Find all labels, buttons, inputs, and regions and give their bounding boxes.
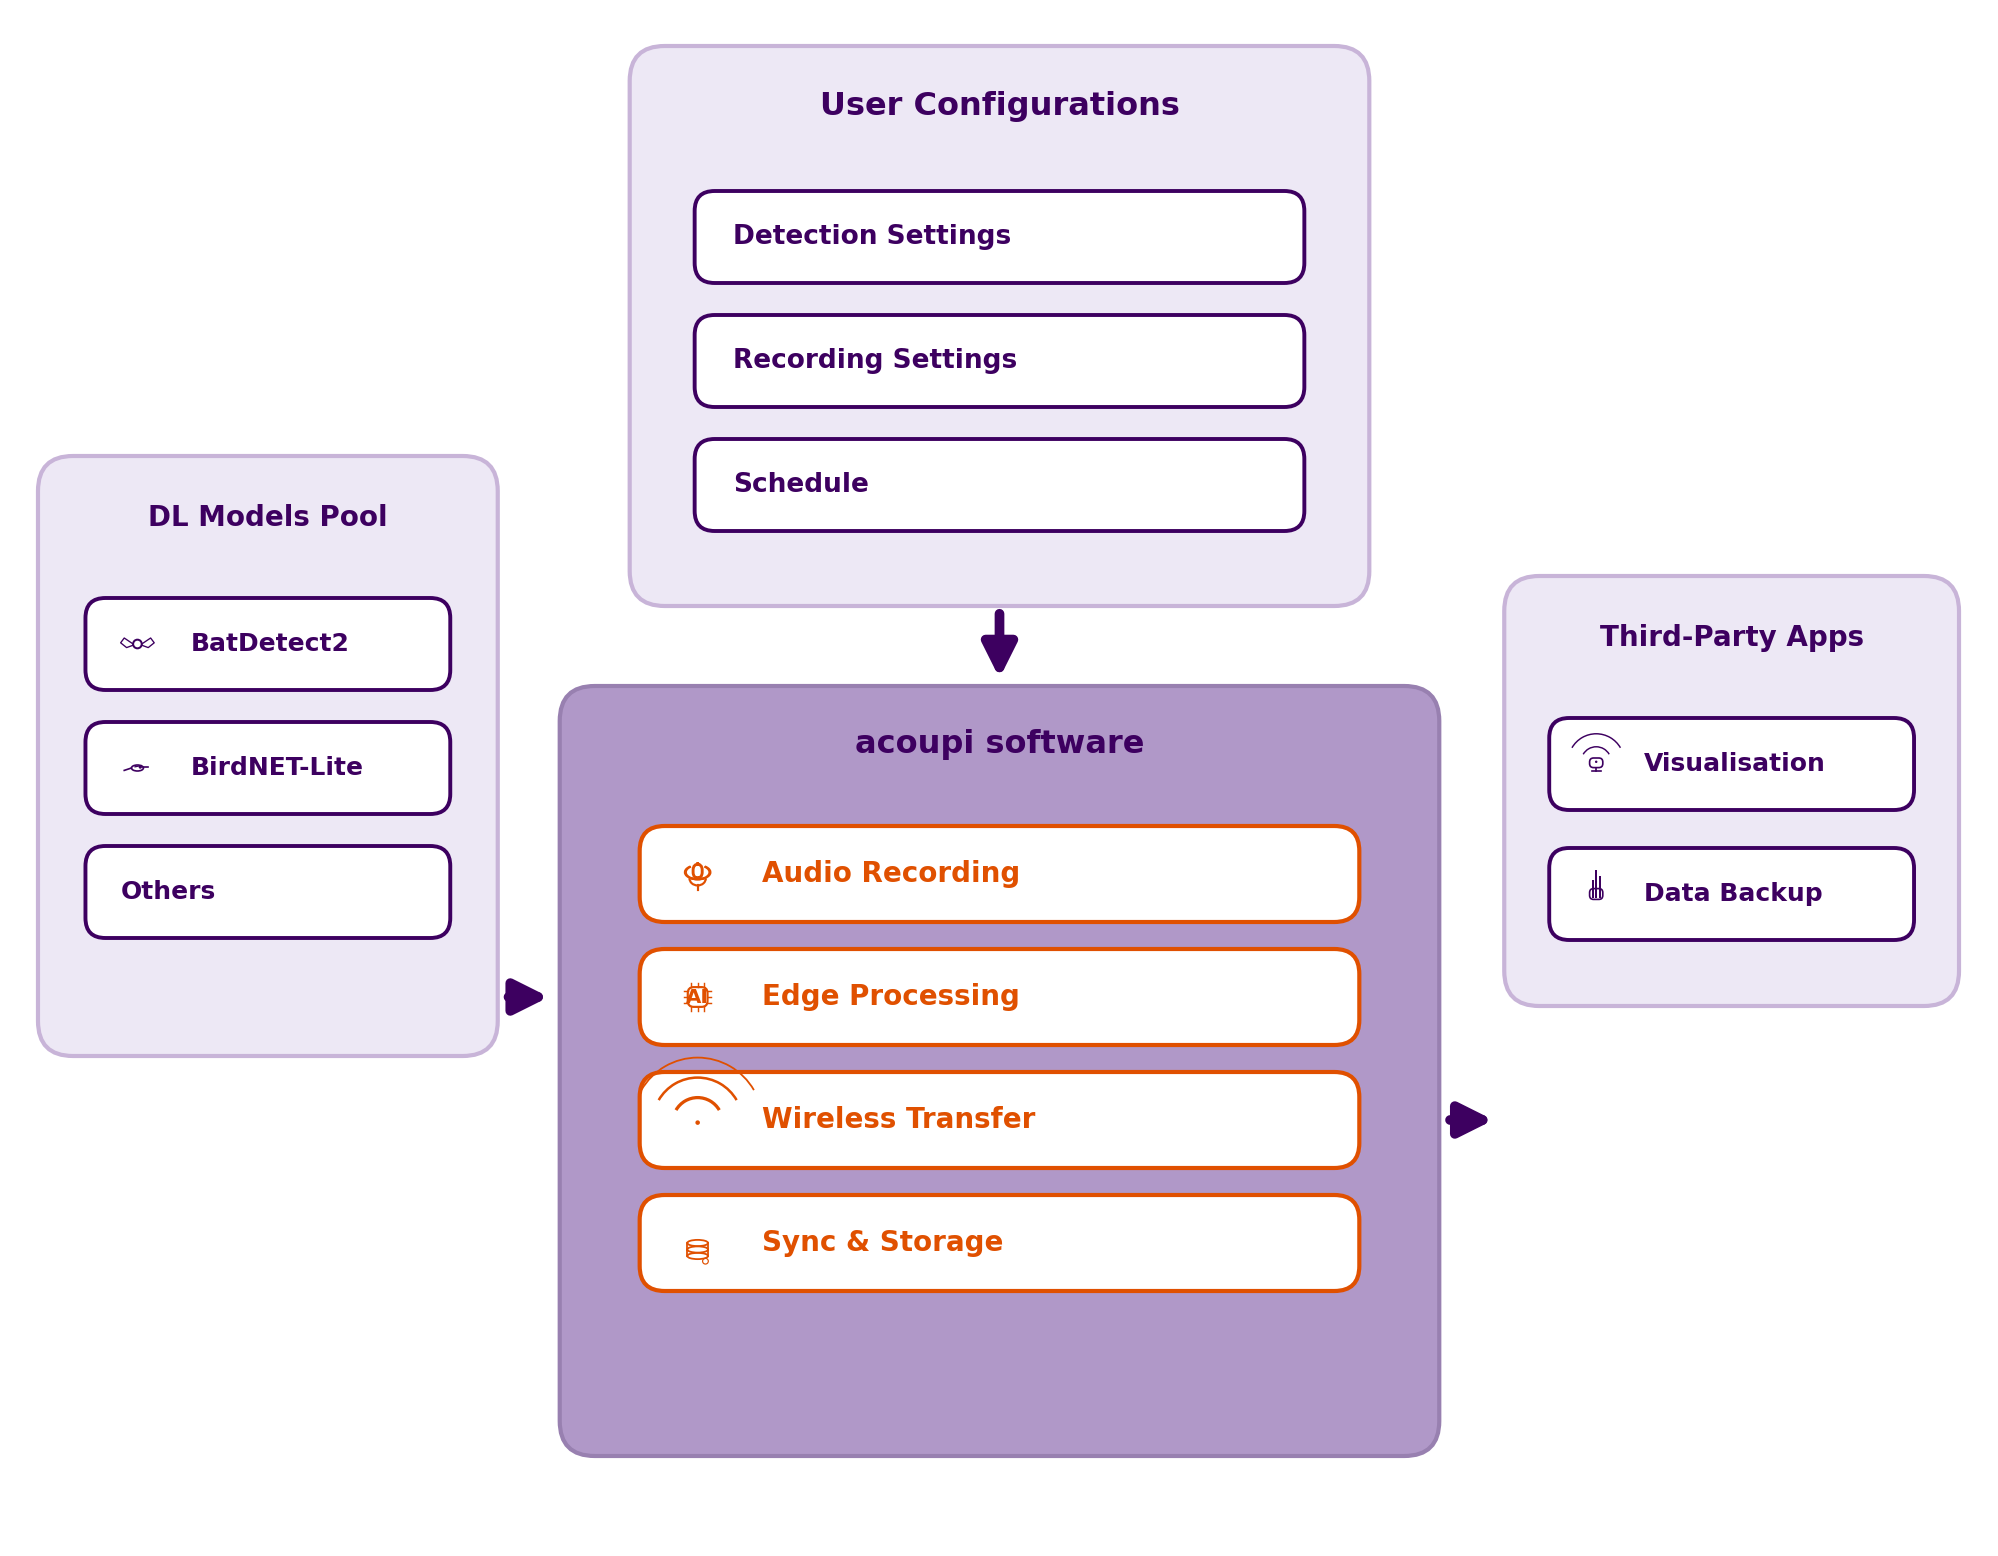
Text: Audio Recording: Audio Recording [761, 860, 1019, 888]
Text: AI: AI [685, 988, 709, 1007]
Text: Schedule: Schedule [731, 471, 867, 498]
FancyBboxPatch shape [1548, 717, 1912, 811]
Text: BatDetect2: BatDetect2 [190, 632, 350, 657]
Text: acoupi software: acoupi software [855, 728, 1143, 759]
FancyBboxPatch shape [695, 439, 1303, 531]
FancyBboxPatch shape [1548, 848, 1912, 940]
FancyBboxPatch shape [86, 598, 450, 689]
FancyBboxPatch shape [1504, 576, 1958, 1007]
FancyBboxPatch shape [639, 949, 1359, 1046]
FancyBboxPatch shape [559, 686, 1439, 1456]
FancyBboxPatch shape [639, 1195, 1359, 1291]
Text: Third-Party Apps: Third-Party Apps [1598, 624, 1862, 652]
Circle shape [695, 1120, 699, 1123]
Text: Edge Processing: Edge Processing [761, 983, 1019, 1011]
FancyBboxPatch shape [695, 191, 1303, 283]
FancyBboxPatch shape [38, 456, 498, 1057]
Text: Recording Settings: Recording Settings [731, 349, 1017, 373]
FancyBboxPatch shape [695, 314, 1303, 408]
Text: Others: Others [120, 881, 216, 904]
FancyBboxPatch shape [629, 47, 1369, 605]
Text: DL Models Pool: DL Models Pool [148, 504, 388, 532]
FancyBboxPatch shape [86, 846, 450, 938]
Text: User Configurations: User Configurations [819, 90, 1179, 121]
Text: Data Backup: Data Backup [1642, 882, 1822, 906]
FancyBboxPatch shape [639, 826, 1359, 923]
Text: Sync & Storage: Sync & Storage [761, 1229, 1003, 1257]
Text: BirdNET-Lite: BirdNET-Lite [190, 756, 364, 780]
FancyBboxPatch shape [639, 1072, 1359, 1169]
Text: Wireless Transfer: Wireless Transfer [761, 1106, 1035, 1134]
Text: Detection Settings: Detection Settings [731, 224, 1011, 251]
Text: Visualisation: Visualisation [1642, 752, 1824, 776]
FancyBboxPatch shape [86, 722, 450, 814]
